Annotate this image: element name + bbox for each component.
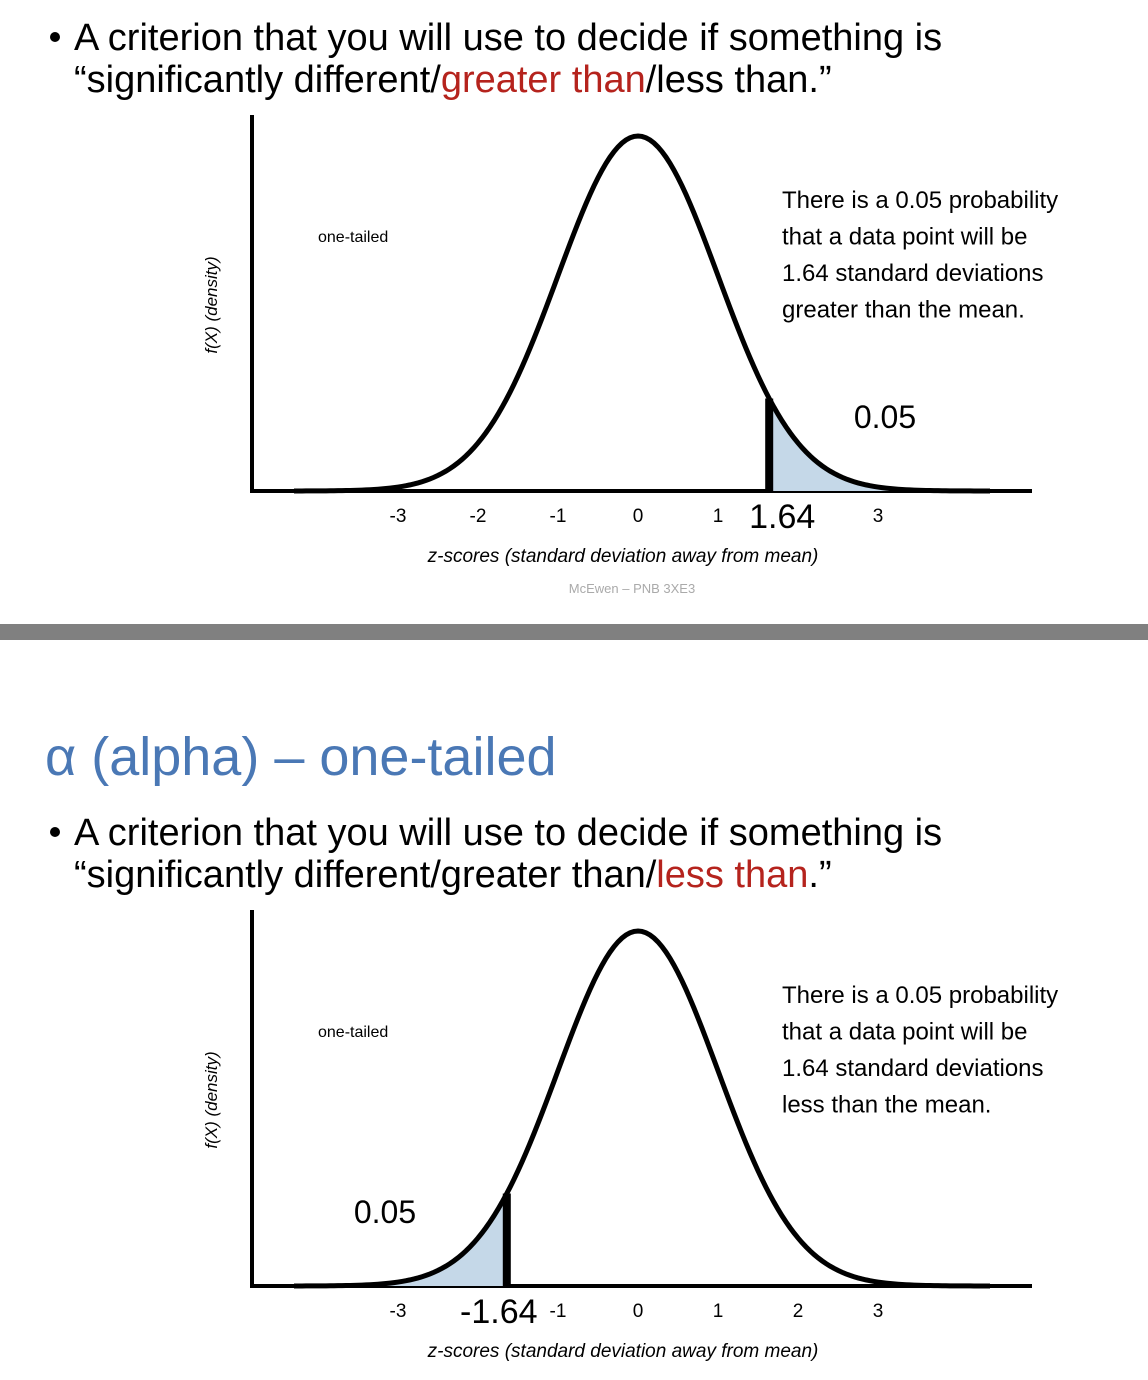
x-axis-label: z-scores (standard deviation away from m… <box>427 546 819 567</box>
note-text: There is a 0.05 probability <box>782 187 1058 214</box>
slide-title: α (alpha) – one-tailed <box>45 727 557 787</box>
bullet-text: “significantly different/greater than/le… <box>74 59 832 101</box>
x-tick-label: 0 <box>633 506 644 527</box>
note-text: less than the mean. <box>782 1092 991 1119</box>
note-text: that a data point will be <box>782 224 1028 251</box>
x-tick-label: -2 <box>470 506 487 527</box>
slide-divider <box>0 624 1148 640</box>
bullet-text: A criterion that you will use to decide … <box>74 812 942 854</box>
x-tick-label: -1 <box>550 1301 567 1322</box>
bullet-dot <box>50 827 60 837</box>
x-tick-label: -3 <box>390 506 407 527</box>
x-tick-label: 2 <box>793 1301 804 1322</box>
credit-text: McEwen – PNB 3XE3 <box>569 581 695 596</box>
note-text: 1.64 standard deviations <box>782 260 1044 287</box>
x-tick-label: 1 <box>713 506 724 527</box>
x-tick-label: -3 <box>390 1301 407 1322</box>
y-axis-label: f(X) (density) <box>202 1051 221 1148</box>
note-text: greater than the mean. <box>782 297 1025 324</box>
bullet-text: “significantly different/greater than/ <box>74 854 657 896</box>
y-axis-label: f(X) (density) <box>202 256 221 353</box>
normal-curve <box>293 928 991 1289</box>
x-tick-label: 0 <box>633 1301 644 1322</box>
highlight-text: greater than <box>441 59 646 101</box>
bullet-text: .” <box>808 854 831 896</box>
highlight-text: less than <box>656 854 808 896</box>
bullet-dot <box>50 32 60 42</box>
normal-curve <box>293 133 991 494</box>
x-axis-label: z-scores (standard deviation away from m… <box>427 1341 819 1362</box>
note-text: that a data point will be <box>782 1019 1028 1046</box>
cutoff-tick-label: -1.64 <box>460 1293 538 1331</box>
x-tick-label: 1 <box>713 1301 724 1322</box>
x-tick-label: 3 <box>873 506 884 527</box>
panel-label: one-tailed <box>318 229 388 246</box>
bullet-text: /less than.” <box>646 59 832 101</box>
panel-label: one-tailed <box>318 1024 388 1041</box>
note-text: There is a 0.05 probability <box>782 982 1058 1009</box>
bullet-text: A criterion that you will use to decide … <box>74 17 942 59</box>
x-tick-label: 3 <box>873 1301 884 1322</box>
bullet-text: “significantly different/greater than/le… <box>74 854 832 896</box>
area-label: 0.05 <box>354 1194 416 1230</box>
area-label: 0.05 <box>854 399 916 435</box>
note-text: 1.64 standard deviations <box>782 1055 1044 1082</box>
x-tick-label: -1 <box>550 506 567 527</box>
bullet-text: “significantly different/ <box>74 59 441 101</box>
cutoff-tick-label: 1.64 <box>749 498 815 536</box>
